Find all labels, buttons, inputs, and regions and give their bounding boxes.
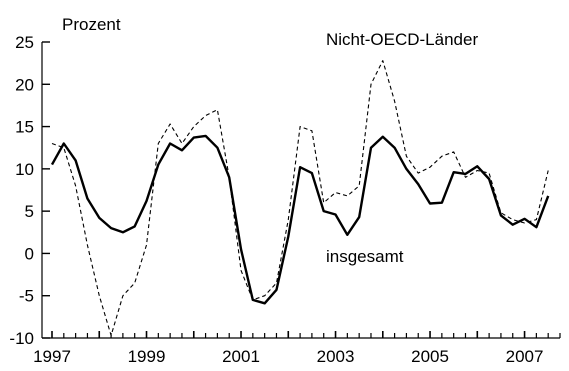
series-line-non-oecd [51,60,549,337]
y-tick-label: 0 [25,244,34,263]
y-axis-ticks: 25 20 15 10 5 0 -5 -10 [9,33,50,348]
y-tick-label: 25 [15,33,34,52]
x-tick-label: 2001 [222,347,260,366]
x-tick-label: 2005 [411,347,449,366]
annotation-non-oecd: Nicht-OECD-Länder [326,30,478,49]
x-tick-label: 2003 [317,347,355,366]
y-tick-label: 20 [15,75,34,94]
x-tick-label: 1997 [33,347,71,366]
x-axis-ticks: 1997 1999 2001 2003 2005 2007 [33,331,561,366]
y-axis-title: Prozent [62,15,121,34]
y-tick-label: -10 [9,329,34,348]
series-layer [50,60,550,337]
y-tick-label: 10 [15,160,34,179]
y-tick-label: -5 [19,287,34,306]
y-tick-label: 5 [25,202,34,221]
x-tick-label: 1999 [128,347,166,366]
y-tick-label: 15 [15,118,34,137]
series-line-total [50,134,550,305]
x-tick-label: 2007 [506,347,544,366]
annotation-total: insgesamt [326,247,404,266]
